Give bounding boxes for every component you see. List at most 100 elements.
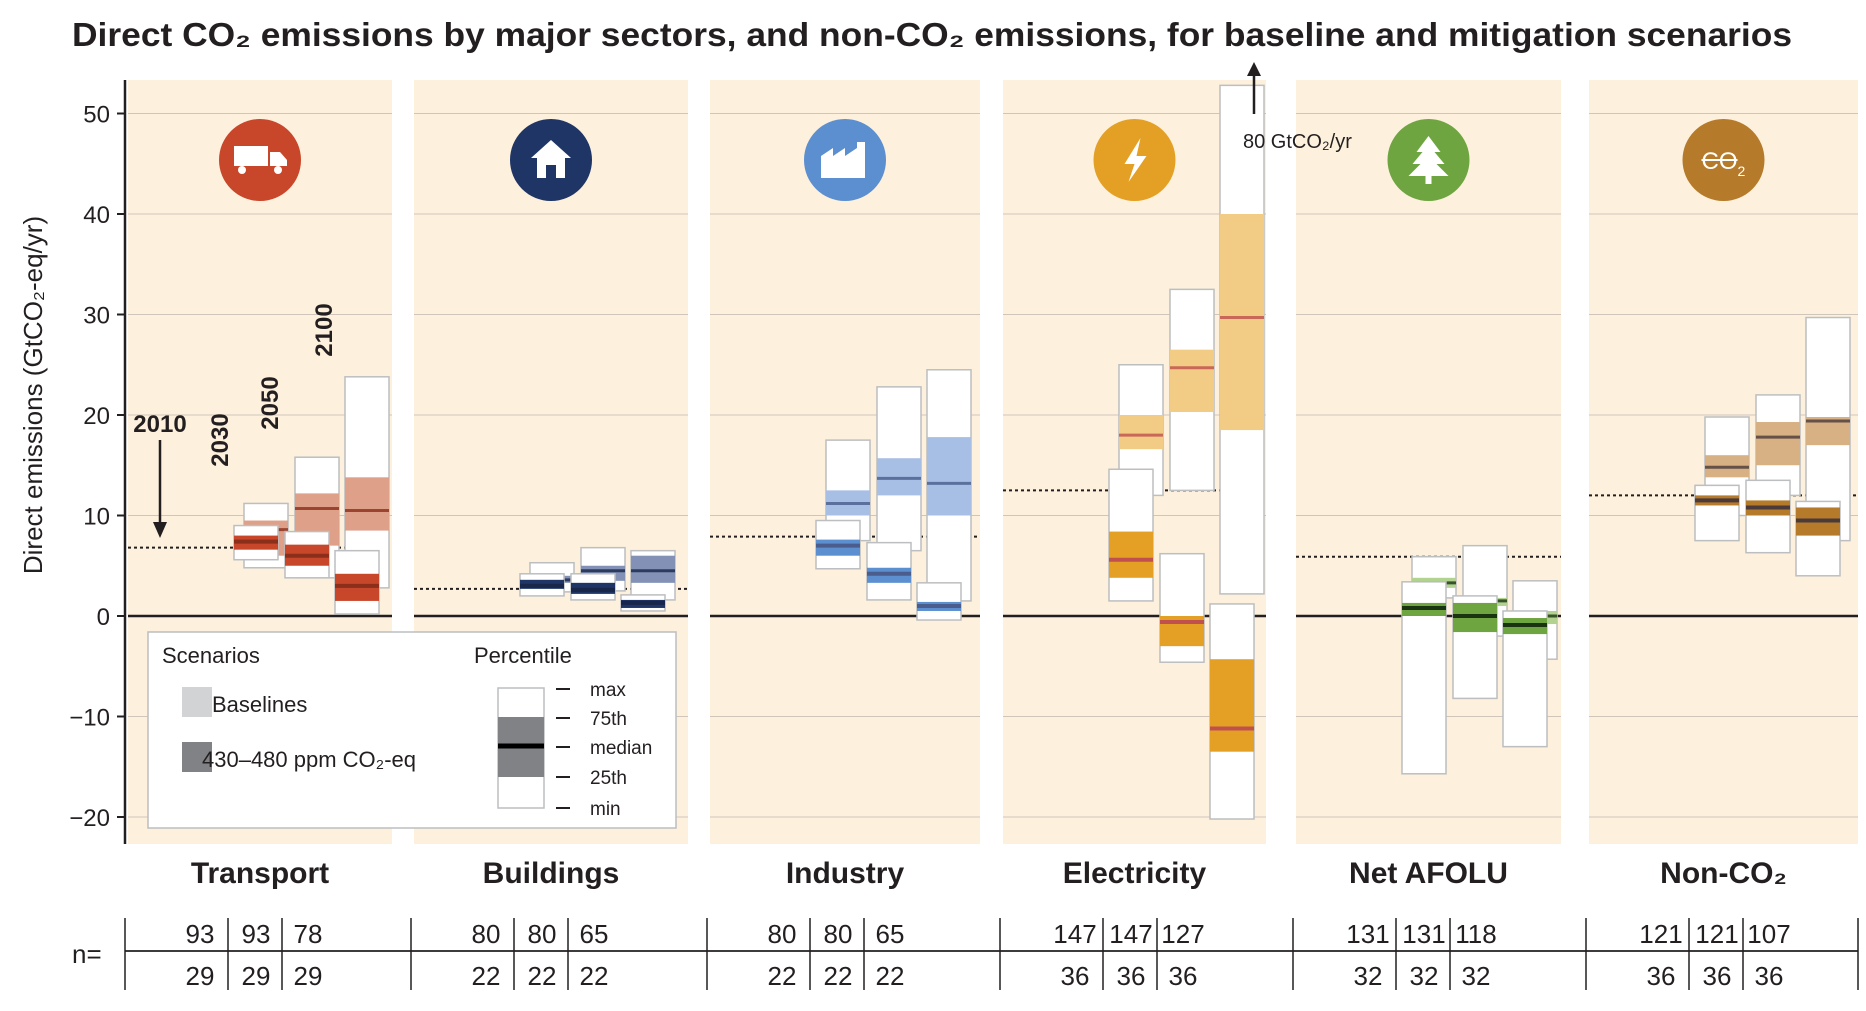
mitigation-box-iqr [816,539,860,556]
baseline-box-iqr [345,477,389,531]
n-mitigation-value: 22 [580,961,609,991]
sector-name: Industry [786,857,905,890]
house-icon [510,119,592,201]
chart-title: Direct CO₂ emissions by major sectors, a… [72,16,1792,53]
year-label-2100: 2100 [311,303,338,356]
legend-percentile-label: min [590,799,621,820]
mitigation-box-range [1745,479,1791,554]
n-table: n= 93 93 78 29 29 29 80 80 65 22 22 22 80 80 65 22 22 22 1… [72,918,1859,991]
n-mitigation-value: 22 [824,961,853,991]
y-tick-label: −20 [69,805,110,832]
y-tick-label: −10 [69,705,110,732]
legend-percentile-label: 75th [590,709,627,730]
n-label: n= [72,939,102,969]
year-2010-arrow-head [153,522,167,538]
sector-name: Non-CO₂ [1660,857,1787,890]
sector-name: Net AFOLU [1349,857,1508,890]
tree-shape [1408,136,1449,184]
house-door [546,165,556,178]
mitigation-box-range [1694,484,1740,542]
house-shape [531,140,571,178]
legend-swatch-mitigation [182,742,212,772]
n-baseline-value: 93 [186,919,215,949]
truck-cab [270,152,287,166]
n-baseline-value: 147 [1109,919,1152,949]
n-mitigation-value: 36 [1169,961,1198,991]
legend-percentile-label: median [590,738,652,759]
baseline-box-iqr [1119,415,1163,450]
n-mitigation-value: 22 [768,961,797,991]
sector-name: Electricity [1063,857,1207,890]
n-mitigation-value: 32 [1462,961,1491,991]
legend-scenarios-title: Scenarios [162,643,260,668]
baseline-box-iqr [1220,214,1264,431]
n-mitigation-value: 22 [472,961,501,991]
n-baseline-value: 131 [1346,919,1389,949]
legend-percentile-label: 25th [590,768,627,789]
n-mitigation-value: 32 [1410,961,1439,991]
n-baseline-value: 127 [1161,919,1204,949]
y-tick-label: 0 [97,604,110,631]
y-tick-label: 20 [83,403,110,430]
sector-icons: CO 2 [219,119,1765,201]
lightning-bolt [1124,138,1147,182]
n-baseline-value: 80 [472,919,501,949]
baseline-box-iqr [1170,349,1214,412]
baseline-box-iqr [877,458,921,496]
n-baseline-value: 80 [528,919,557,949]
y-tick-label: 40 [83,202,110,229]
n-baseline-value: 121 [1639,919,1682,949]
n-baseline-value: 121 [1695,919,1738,949]
n-mitigation-value: 29 [294,961,323,991]
factory-icon [804,119,886,201]
sector-names: Transport Buildings Industry Electricity Net… [191,857,1787,890]
year-label-2050: 2050 [257,376,284,429]
n-baseline-value: 65 [876,919,905,949]
non-co2-icon-subscript: 2 [1738,163,1746,179]
n-baseline-value: 147 [1053,919,1096,949]
year-label-2030: 2030 [207,413,234,466]
baseline-box-iqr [631,555,675,583]
n-mitigation-value: 22 [528,961,557,991]
y-tick-label: 10 [83,504,110,531]
mitigation-box-iqr [1109,531,1153,578]
legend-baselines-label: Baselines [212,692,307,717]
n-mitigation-value: 32 [1354,961,1383,991]
sector-name: Transport [191,857,329,890]
non-co2-icon-text: CO [1702,148,1738,175]
n-baseline-value: 107 [1747,919,1790,949]
lightning-icon [1093,119,1176,201]
off-scale-note: 80 GtCO₂/yr [1243,62,1352,153]
n-mitigation-value: 36 [1117,961,1146,991]
legend-percentile-labels: max 75th median 25th min [556,680,652,820]
n-baseline-value: 93 [242,919,271,949]
mitigation-box-iqr [1210,659,1254,752]
n-mitigation-value: 36 [1061,961,1090,991]
year-label-2010: 2010 [133,411,186,438]
n-baseline-value: 118 [1455,919,1496,949]
legend-swatch-baselines [182,687,212,717]
off-scale-note-text: 80 GtCO₂/yr [1243,131,1352,153]
box-plots [233,84,1851,820]
factory-shape [821,142,865,178]
n-mitigation-value: 29 [186,961,215,991]
n-baseline-value: 78 [294,919,323,949]
legend-percentile-title: Percentile [474,643,572,668]
y-axis: 50 40 30 20 10 0 −10 −20 [69,80,127,844]
baseline-box-iqr [927,437,971,516]
legend-mitigation-label: 430–480 ppm CO₂-eq [202,747,416,772]
legend: Scenarios Baselines 430–480 ppm CO₂-eq P… [147,631,677,829]
baseline-box-iqr [1756,422,1800,466]
year-labels: 2010 2030 2050 2100 [133,303,338,538]
n-baseline-value: 65 [580,919,609,949]
sector-name: Buildings [483,857,620,890]
truck-wheel [238,166,246,174]
n-baseline-value: 131 [1402,919,1445,949]
truck-trailer [234,146,268,166]
legend-percentile-label: max [590,680,626,701]
n-mitigation-value: 36 [1647,961,1676,991]
off-scale-arrow-head [1247,62,1261,76]
n-mitigation-value: 36 [1755,961,1784,991]
non-co2-icon: CO 2 [1682,119,1765,201]
